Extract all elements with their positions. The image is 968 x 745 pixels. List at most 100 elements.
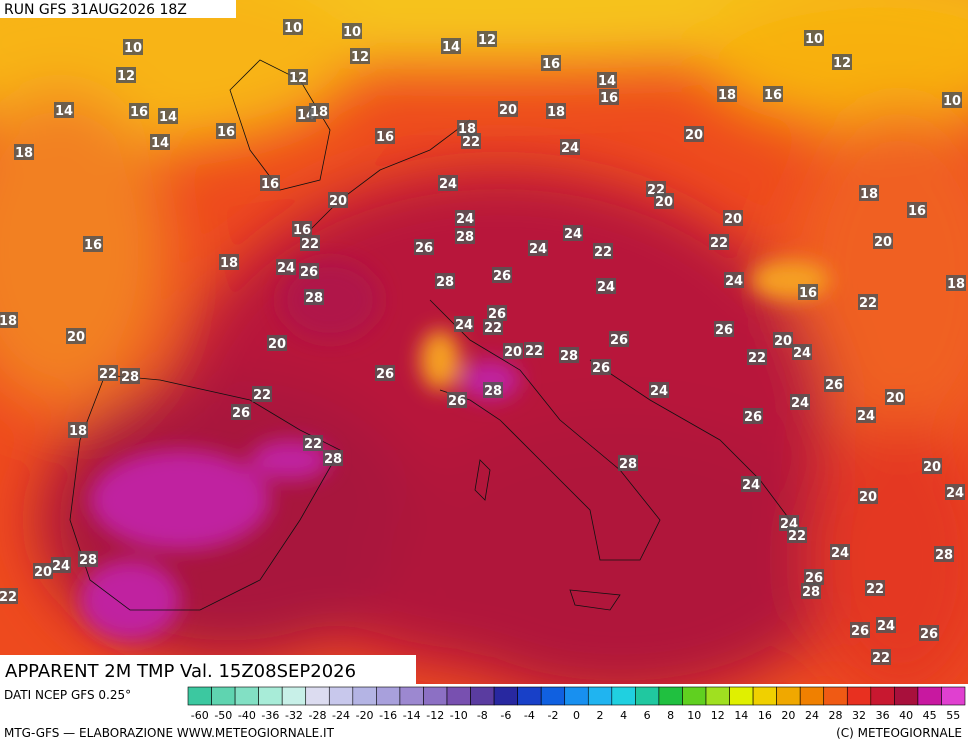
map-value-label: 12 xyxy=(117,69,135,84)
legend-swatch xyxy=(234,686,259,706)
map-value-label: 18 xyxy=(69,424,87,439)
label-box xyxy=(477,31,497,47)
map-value-label: 24 xyxy=(793,346,811,361)
label-box xyxy=(483,382,503,398)
label-box xyxy=(885,389,905,405)
map-value-label: 24 xyxy=(725,274,743,289)
label-box xyxy=(123,39,143,55)
map-value-label: 24 xyxy=(597,280,615,295)
label-box xyxy=(747,349,767,365)
legend-swatch xyxy=(776,686,801,706)
legend-swatch xyxy=(682,686,707,706)
label-box xyxy=(934,546,954,562)
label-box xyxy=(787,527,807,543)
map-value-label: 28 xyxy=(456,230,474,245)
label-box xyxy=(858,294,878,310)
legend-swatch xyxy=(517,686,542,706)
label-box xyxy=(454,316,474,332)
label-box xyxy=(792,344,812,360)
map-value-label: 26 xyxy=(448,394,466,409)
label-box xyxy=(54,102,74,118)
map-value-label: 18 xyxy=(718,88,736,103)
label-box xyxy=(763,86,783,102)
legend-tick-label: -6 xyxy=(500,709,511,722)
map-value-label: 22 xyxy=(304,437,322,452)
label-box xyxy=(599,89,619,105)
map-value-label: 22 xyxy=(710,236,728,251)
legend-swatch xyxy=(564,686,589,706)
label-box xyxy=(375,365,395,381)
label-box xyxy=(323,450,343,466)
map-value-label: 24 xyxy=(564,227,582,242)
map-value-label: 28 xyxy=(121,370,139,385)
label-box xyxy=(723,210,743,226)
map-value-label: 22 xyxy=(748,351,766,366)
header-box xyxy=(0,0,236,18)
map-value-label: 16 xyxy=(764,88,782,103)
map-value-label: 26 xyxy=(232,406,250,421)
label-box xyxy=(492,267,512,283)
run-title: RUN GFS 31AUG2026 18Z xyxy=(4,2,187,18)
label-box xyxy=(945,484,965,500)
legend-tick-label: -60 xyxy=(191,709,209,722)
label-box xyxy=(0,588,18,604)
label-box xyxy=(438,175,458,191)
label-box xyxy=(541,55,561,71)
legend-tick-label: 16 xyxy=(758,709,772,722)
label-box xyxy=(14,144,34,160)
map-value-label: 26 xyxy=(825,378,843,393)
label-box xyxy=(120,368,140,384)
label-box xyxy=(798,284,818,300)
legend-swatch xyxy=(917,686,942,706)
map-value-label: 26 xyxy=(805,571,823,586)
label-box xyxy=(299,263,319,279)
map-value-label: 16 xyxy=(293,223,311,238)
label-box xyxy=(51,557,71,573)
label-box xyxy=(435,273,455,289)
map-value-label: 20 xyxy=(859,490,877,505)
map-value-label: 16 xyxy=(84,238,102,253)
legend-tick-label: 32 xyxy=(852,709,866,722)
map-value-label: 22 xyxy=(0,590,17,605)
label-box xyxy=(709,234,729,250)
map-value-label: 10 xyxy=(943,94,961,109)
legend-swatch xyxy=(752,686,777,706)
map-value-label: 20 xyxy=(774,334,792,349)
map-value-label: 18 xyxy=(15,146,33,161)
label-box xyxy=(858,488,878,504)
map-value-label: 24 xyxy=(52,559,70,574)
legend-swatch xyxy=(328,686,354,706)
map-value-label: 20 xyxy=(685,128,703,143)
map-value-label: 26 xyxy=(715,323,733,338)
map-value-label: 12 xyxy=(289,71,307,86)
legend-tick-label: -2 xyxy=(547,709,558,722)
label-box xyxy=(724,272,744,288)
legend-tick-label: 6 xyxy=(644,709,651,722)
label-box xyxy=(596,278,616,294)
label-box xyxy=(714,321,734,337)
label-box xyxy=(563,225,583,241)
legend-tick-label: -50 xyxy=(214,709,232,722)
label-box xyxy=(593,243,613,259)
map-value-label: 10 xyxy=(343,25,361,40)
credit-text: MTG-GFS — ELABORAZIONE WWW.METEOGIORNALE… xyxy=(4,726,335,740)
legend-tick-label: 2 xyxy=(597,709,604,722)
label-box xyxy=(461,133,481,149)
label-box xyxy=(447,392,467,408)
label-box xyxy=(907,202,927,218)
legend-tick-label: 0 xyxy=(573,709,580,722)
map-value-label: 22 xyxy=(872,651,890,666)
legend-swatch xyxy=(941,686,966,706)
label-box xyxy=(717,86,737,102)
label-box xyxy=(684,126,704,142)
map-value-label: 26 xyxy=(488,307,506,322)
legend-swatch xyxy=(446,686,471,706)
legend-tick-label: -12 xyxy=(426,709,444,722)
label-box xyxy=(252,386,272,402)
label-box xyxy=(824,376,844,392)
label-box xyxy=(0,312,18,328)
map-value-label: 18 xyxy=(860,187,878,202)
label-box xyxy=(790,394,810,410)
